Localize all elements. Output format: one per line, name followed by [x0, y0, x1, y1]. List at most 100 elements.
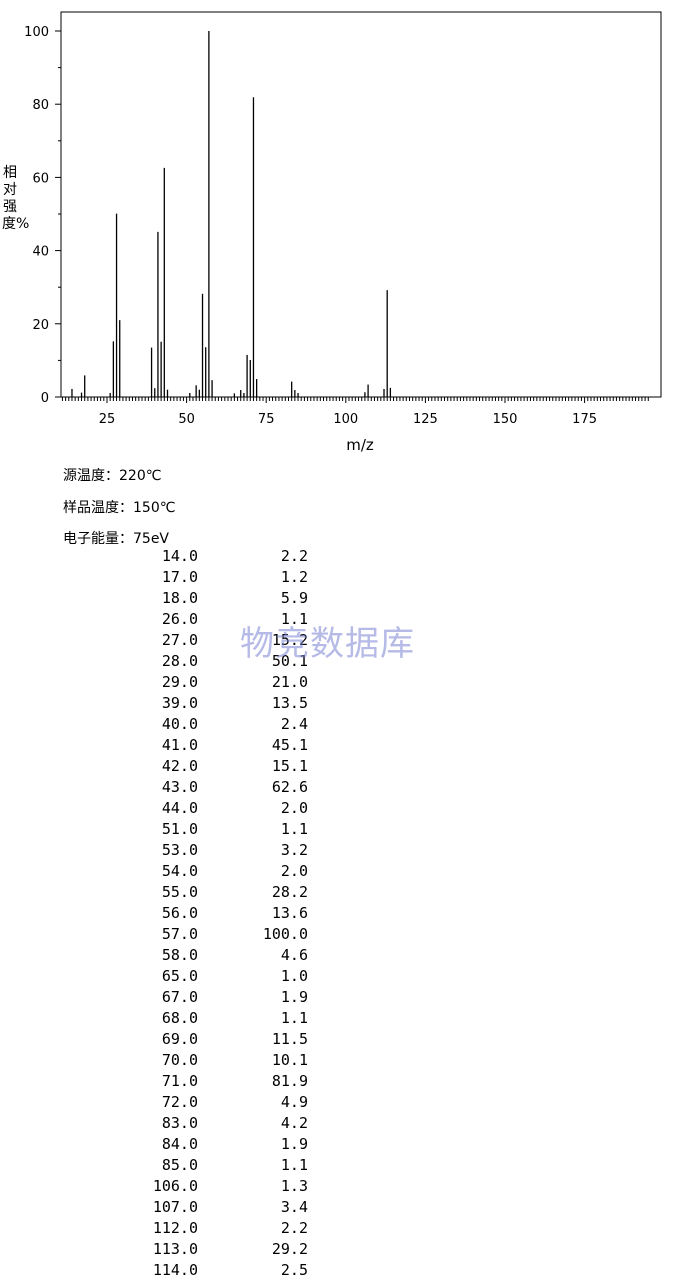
peak-mz: 106.0 [152, 1177, 198, 1195]
peak-row: 42.0 15.1 [0, 757, 320, 778]
peak-mz: 71.0 [161, 1072, 198, 1090]
peak-mz: 67.0 [161, 988, 198, 1006]
peak-abundance: 1.1 [280, 610, 308, 628]
source-temperature: 源温度：220℃ [63, 468, 162, 484]
peak-mz: 14.0 [161, 547, 198, 565]
peak-abundance: 2.4 [280, 715, 308, 733]
peak-abundance: 1.1 [280, 1156, 308, 1174]
x-tick-label: 175 [572, 412, 597, 427]
x-tick-label: 25 [99, 412, 116, 427]
peak-row: 51.0 1.1 [0, 820, 320, 841]
peak-abundance: 3.4 [280, 1198, 308, 1216]
peak-row: 114.0 2.5 [0, 1261, 320, 1282]
peak-mz: 107.0 [152, 1198, 198, 1216]
peak-mz: 56.0 [161, 904, 198, 922]
y-tick-label: 60 [32, 171, 49, 186]
peak-abundance: 13.5 [271, 694, 308, 712]
peak-row: 14.0 2.2 [0, 547, 320, 568]
peak-row: 57.0 100.0 [0, 925, 320, 946]
plot-frame [60, 11, 662, 398]
peak-abundance: 3.2 [280, 841, 308, 859]
peak-mz: 55.0 [161, 883, 198, 901]
peak-mz: 43.0 [161, 778, 198, 796]
peak-abundance: 1.2 [280, 568, 308, 586]
peak-row: 69.0 11.5 [0, 1030, 320, 1051]
peak-mz: 54.0 [161, 862, 198, 880]
peak-mz: 70.0 [161, 1051, 198, 1069]
sample-temperature: 样品温度：150℃ [63, 500, 176, 516]
peak-row: 106.0 1.3 [0, 1177, 320, 1198]
peak-row: 54.0 2.0 [0, 862, 320, 883]
electron-energy: 电子能量：75eV [63, 531, 170, 547]
peak-mz: 113.0 [152, 1240, 198, 1258]
peak-abundance: 4.2 [280, 1114, 308, 1132]
peak-abundance: 45.1 [271, 736, 308, 754]
peak-abundance: 13.6 [271, 904, 308, 922]
peak-row: 28.0 50.1 [0, 652, 320, 673]
peak-mz: 18.0 [161, 589, 198, 607]
peak-abundance: 15.1 [271, 757, 308, 775]
peak-mz: 69.0 [161, 1030, 198, 1048]
peak-abundance: 15.2 [271, 631, 308, 649]
peak-abundance: 2.2 [280, 547, 308, 565]
peak-mz: 41.0 [161, 736, 198, 754]
peak-row: 18.0 5.9 [0, 589, 320, 610]
peak-mz: 112.0 [152, 1219, 198, 1237]
peak-row: 55.0 28.2 [0, 883, 320, 904]
peak-row: 84.0 1.9 [0, 1135, 320, 1156]
peak-mz: 58.0 [161, 946, 198, 964]
peak-mz: 44.0 [161, 799, 198, 817]
peak-row: 17.0 1.2 [0, 568, 320, 589]
peak-mz: 39.0 [161, 694, 198, 712]
peak-abundance: 29.2 [271, 1240, 308, 1258]
peak-mz: 26.0 [161, 610, 198, 628]
peak-row: 67.0 1.9 [0, 988, 320, 1009]
peak-mz: 29.0 [161, 673, 198, 691]
peak-row: 56.0 13.6 [0, 904, 320, 925]
x-tick-label: 150 [493, 412, 518, 427]
peak-row: 41.0 45.1 [0, 736, 320, 757]
y-tick-label: 20 [32, 318, 49, 333]
peak-mz: 68.0 [161, 1009, 198, 1027]
peak-abundance: 100.0 [262, 925, 308, 943]
peak-abundance: 28.2 [271, 883, 308, 901]
peak-row: 113.0 29.2 [0, 1240, 320, 1261]
peak-abundance: 2.2 [280, 1219, 308, 1237]
peak-abundance: 81.9 [271, 1072, 308, 1090]
peak-row: 71.0 81.9 [0, 1072, 320, 1093]
peak-row: 112.0 2.2 [0, 1219, 320, 1240]
peak-mz: 65.0 [161, 967, 198, 985]
peak-row: 39.0 13.5 [0, 694, 320, 715]
y-tick-label: 40 [32, 245, 49, 260]
x-tick-label: 100 [333, 412, 358, 427]
peak-abundance: 11.5 [271, 1030, 308, 1048]
peak-abundance: 1.0 [280, 967, 308, 985]
peak-mz: 40.0 [161, 715, 198, 733]
x-tick-label: 125 [413, 412, 438, 427]
peak-abundance: 50.1 [271, 652, 308, 670]
peak-abundance: 1.3 [280, 1177, 308, 1195]
peak-row: 27.0 15.2 [0, 631, 320, 652]
peak-mz: 28.0 [161, 652, 198, 670]
peak-row: 44.0 2.0 [0, 799, 320, 820]
peak-row: 83.0 4.2 [0, 1114, 320, 1135]
y-axis-label: 相对强度% [2, 165, 30, 232]
y-tick-label: 80 [32, 98, 49, 113]
peak-row: 43.0 62.6 [0, 778, 320, 799]
peak-abundance: 1.9 [280, 988, 308, 1006]
peak-abundance: 1.1 [280, 820, 308, 838]
peak-mz: 17.0 [161, 568, 198, 586]
peak-abundance: 1.9 [280, 1135, 308, 1153]
peak-row: 70.0 10.1 [0, 1051, 320, 1072]
peak-row: 53.0 3.2 [0, 841, 320, 862]
peak-mz: 114.0 [152, 1261, 198, 1279]
peak-abundance: 4.6 [280, 946, 308, 964]
x-tick-label: 75 [258, 412, 275, 427]
peak-row: 65.0 1.0 [0, 967, 320, 988]
peak-row: 26.0 1.1 [0, 610, 320, 631]
peak-mz: 84.0 [161, 1135, 198, 1153]
peak-mz: 85.0 [161, 1156, 198, 1174]
peak-abundance: 4.9 [280, 1093, 308, 1111]
peak-row: 40.0 2.4 [0, 715, 320, 736]
peak-abundance: 62.6 [271, 778, 308, 796]
